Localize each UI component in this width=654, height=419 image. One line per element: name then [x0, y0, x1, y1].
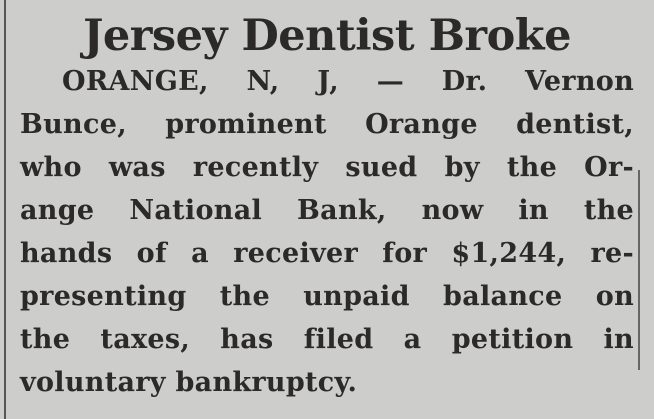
headline: Jersey Dentist Broke: [83, 11, 571, 61]
article-line: presenting the unpaid balance on: [20, 281, 634, 312]
article-line: ORANGE, N, J, — Dr. Vernon: [62, 66, 634, 97]
article-line: who was recently sued by the Or-: [20, 152, 634, 183]
article-line: voluntary bankruptcy.: [20, 367, 358, 398]
column-rule-left: [4, 0, 6, 419]
article-line: the taxes, has filed a petition in: [20, 324, 634, 355]
article-line: hands of a receiver for $1,244, re-: [20, 238, 634, 269]
article-line: ange National Bank, now in the: [20, 195, 634, 226]
article-line: Bunce, prominent Orange dentist,: [20, 109, 634, 140]
column-rule-right: [638, 170, 640, 370]
